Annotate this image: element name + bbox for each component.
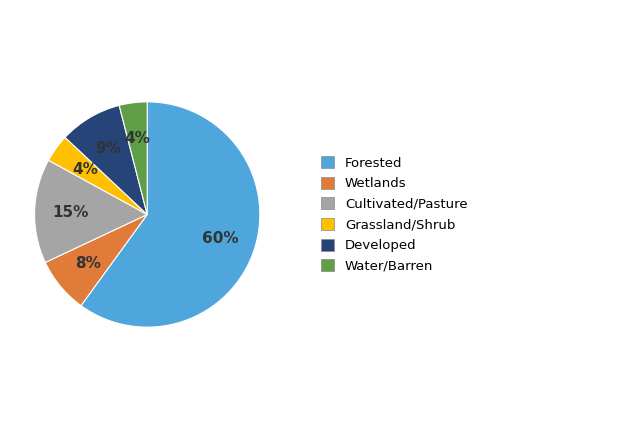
Legend: Forested, Wetlands, Cultivated/Pasture, Grassland/Shrub, Developed, Water/Barren: Forested, Wetlands, Cultivated/Pasture, …	[317, 152, 472, 277]
Wedge shape	[119, 102, 147, 214]
Wedge shape	[49, 137, 147, 214]
Text: 4%: 4%	[72, 162, 98, 177]
Wedge shape	[81, 102, 260, 327]
Text: 8%: 8%	[76, 256, 101, 271]
Wedge shape	[65, 106, 147, 214]
Wedge shape	[45, 214, 147, 305]
Text: 15%: 15%	[52, 205, 89, 220]
Text: 4%: 4%	[125, 131, 150, 146]
Text: 9%: 9%	[95, 141, 121, 156]
Text: 60%: 60%	[202, 231, 238, 246]
Wedge shape	[35, 160, 147, 263]
